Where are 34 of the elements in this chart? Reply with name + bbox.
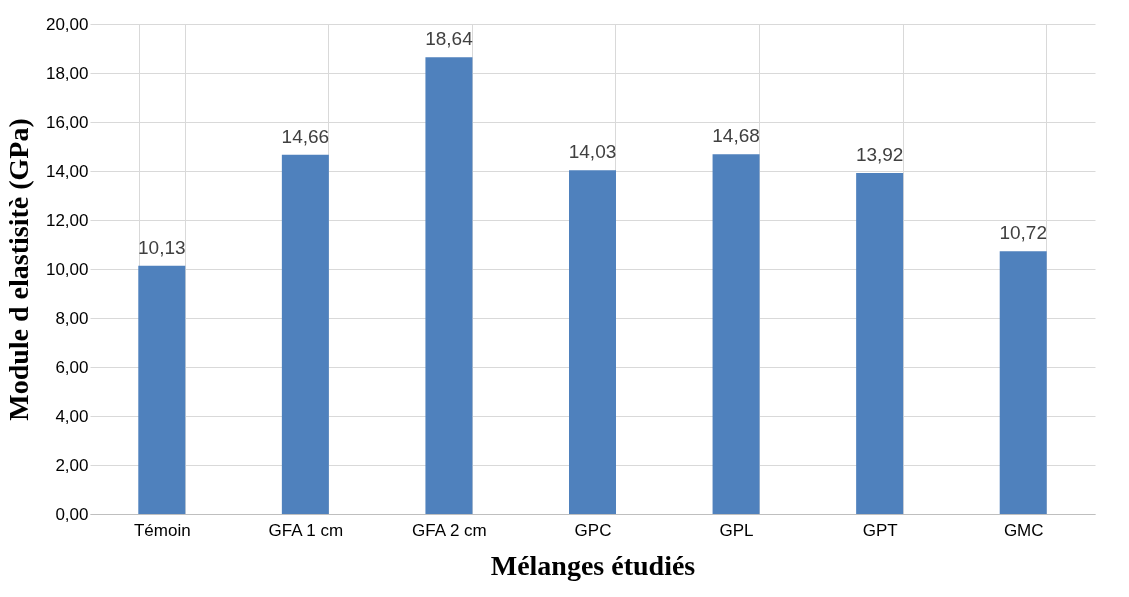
y-tick-label: 6,00 — [55, 357, 89, 377]
x-tick-label: GPL — [719, 520, 754, 540]
x-tick-label: GFA 2 cm — [412, 520, 487, 540]
bar — [425, 57, 473, 514]
bar — [999, 251, 1047, 514]
data-label: 14,68 — [712, 125, 760, 147]
y-tick-label: 16,00 — [45, 112, 89, 132]
data-label: 13,92 — [855, 143, 904, 165]
x-tick-label: GPC — [574, 520, 612, 540]
bar — [281, 154, 329, 514]
y-tick-label: 12,00 — [45, 210, 89, 230]
bar — [712, 154, 760, 514]
y-tick-label: 0,00 — [55, 504, 89, 524]
bar — [569, 170, 616, 514]
y-tick-label: 20,00 — [45, 14, 89, 34]
y-axis-title: Module d elastisitè (GPa) — [2, 118, 34, 421]
data-label: 14,03 — [568, 141, 617, 163]
data-label: 18,64 — [425, 28, 474, 50]
bar — [138, 265, 186, 514]
y-tick-label: 18,00 — [45, 63, 89, 83]
bar — [856, 172, 904, 514]
y-tick-label: 10,00 — [45, 259, 89, 279]
y-tick-label: 2,00 — [55, 455, 89, 475]
x-axis-title: Mélanges étudiés — [490, 549, 696, 581]
x-tick-label: Témoin — [133, 520, 191, 540]
y-tick-label: 4,00 — [55, 406, 89, 426]
data-label: 14,66 — [281, 125, 330, 147]
y-tick-label: 8,00 — [55, 308, 89, 328]
data-label: 10,13 — [138, 236, 186, 258]
data-label: 10,72 — [999, 222, 1047, 244]
x-tick-label: GPT — [862, 520, 898, 540]
x-tick-label: GFA 1 cm — [268, 520, 344, 540]
y-tick-label: 14,00 — [45, 161, 89, 181]
x-tick-label: GMC — [1003, 520, 1044, 540]
